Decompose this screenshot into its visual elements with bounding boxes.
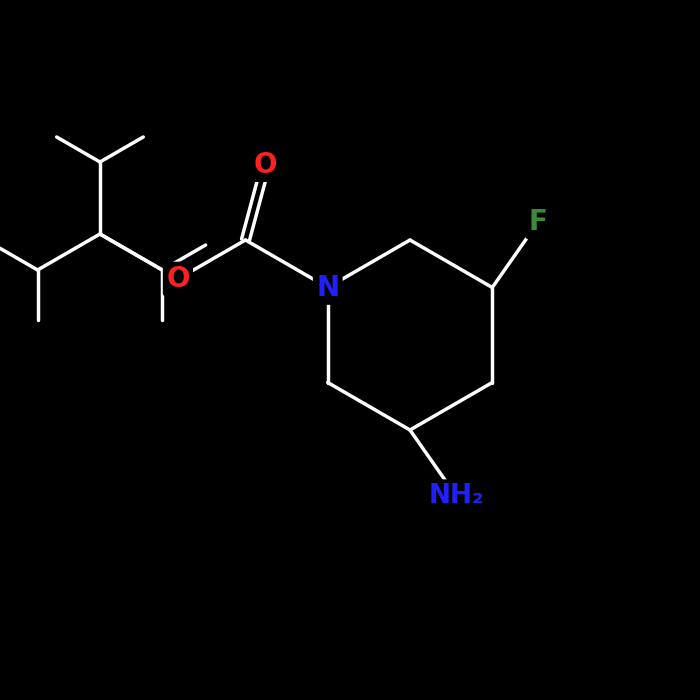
Text: F: F (528, 208, 547, 236)
Text: NH₂: NH₂ (428, 482, 484, 508)
Text: N: N (316, 274, 340, 302)
Text: O: O (254, 150, 277, 178)
Text: O: O (166, 265, 190, 293)
